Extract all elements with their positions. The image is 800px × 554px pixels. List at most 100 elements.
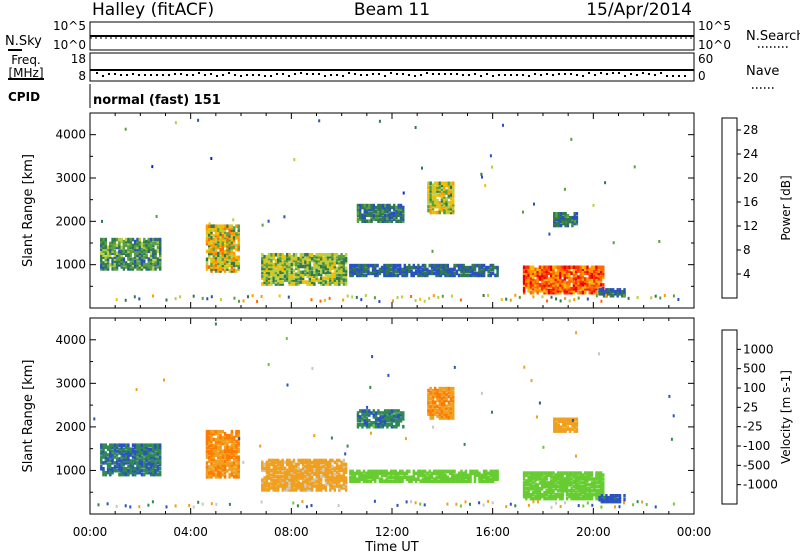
- echo-cell: [297, 266, 300, 271]
- echo-cell: [228, 465, 231, 469]
- echo-cell: [361, 409, 364, 413]
- echo-cell: [283, 472, 287, 476]
- echo-cell: [527, 475, 530, 479]
- echo-cell: [438, 208, 441, 213]
- echo-cell: [263, 484, 266, 488]
- echo-cell: [429, 400, 432, 405]
- echo-cell: [543, 269, 546, 273]
- echo-cell: [149, 467, 153, 471]
- echo-cell: [614, 505, 616, 509]
- echo-cell: [541, 275, 544, 279]
- echo-cell: [417, 271, 420, 276]
- echo-cell: [140, 461, 144, 465]
- echo-cell: [143, 245, 146, 250]
- echo-cell: [575, 454, 577, 458]
- echo-cell: [353, 265, 357, 270]
- echo-cell: [531, 273, 535, 277]
- echo-cell: [115, 265, 119, 269]
- echo-cell: [577, 475, 580, 479]
- echo-cell: [487, 499, 490, 503]
- echo-cell: [228, 437, 231, 442]
- echo-cell: [482, 271, 486, 276]
- echo-cell: [324, 482, 327, 486]
- echo-cell: [326, 472, 330, 476]
- echo-cell: [230, 269, 234, 273]
- echo-cell: [451, 471, 454, 476]
- echo-cell: [125, 243, 128, 248]
- echo-cell: [304, 458, 307, 463]
- echo-cell: [529, 485, 533, 489]
- echo-cell: [421, 477, 425, 481]
- echo-cell: [214, 251, 218, 256]
- echo-cell: [489, 154, 492, 158]
- echo-cell: [281, 480, 284, 484]
- echo-cell: [317, 254, 321, 259]
- echo-cell: [301, 500, 304, 504]
- echo-cell: [115, 459, 119, 463]
- echo-cell: [562, 427, 565, 431]
- echo-cell: [277, 462, 280, 467]
- echo-cell: [279, 470, 282, 474]
- echo-cell: [575, 267, 578, 272]
- echo-cell: [393, 217, 396, 221]
- echo-cell: [464, 500, 467, 504]
- echo-cell: [554, 275, 557, 279]
- echo-cell: [550, 492, 553, 497]
- echo-cell: [228, 463, 231, 467]
- echo-cell: [228, 457, 231, 461]
- echo-cell: [235, 259, 238, 264]
- echo-cell: [390, 271, 393, 276]
- echo-cell: [554, 492, 557, 497]
- echo-cell: [230, 449, 234, 454]
- echo-cell: [550, 271, 553, 275]
- echo-cell: [399, 417, 403, 421]
- echo-cell: [205, 226, 209, 230]
- echo-cell: [559, 277, 562, 281]
- echo-cell: [100, 457, 103, 461]
- echo-cell: [111, 267, 114, 271]
- echo-cell: [595, 283, 598, 287]
- echo-cell: [118, 447, 121, 451]
- nave-point: [102, 75, 104, 77]
- echo-cell: [609, 499, 613, 504]
- echo-cell: [102, 241, 105, 246]
- echo-cell: [579, 481, 582, 485]
- echo-cell: [543, 277, 546, 281]
- echo-cell: [378, 300, 381, 303]
- echo-cell: [214, 230, 218, 234]
- echo-cell: [152, 465, 155, 469]
- echo-cell: [514, 504, 517, 508]
- echo-cell: [426, 477, 429, 481]
- echo-cell: [263, 466, 266, 471]
- echo-cell: [564, 214, 567, 218]
- echo-cell: [590, 494, 594, 499]
- echo-cell: [230, 447, 234, 452]
- echo-cell: [115, 263, 119, 267]
- echo-cell: [149, 459, 153, 463]
- echo-cell: [435, 471, 438, 476]
- echo-cell: [331, 472, 334, 476]
- echo-cell: [527, 479, 530, 483]
- echo-cell: [219, 463, 222, 467]
- echo-cell: [212, 465, 215, 469]
- echo-cell: [340, 256, 343, 261]
- echo-cell: [295, 468, 298, 473]
- echo-cell: [487, 471, 490, 476]
- echo-cell: [562, 212, 565, 216]
- echo-cell: [320, 484, 323, 488]
- echo-cell: [288, 478, 291, 482]
- echo-cell: [525, 285, 528, 289]
- echo-cell: [568, 279, 571, 283]
- echo-cell: [292, 258, 296, 263]
- echo-cell: [395, 209, 398, 214]
- echo-cell: [554, 496, 557, 501]
- echo-cell: [439, 471, 443, 476]
- echo-cell: [566, 214, 570, 218]
- echo-region: [349, 469, 499, 483]
- echo-cell: [212, 234, 215, 238]
- echo-cell: [326, 260, 330, 265]
- echo-cell: [127, 457, 130, 461]
- echo-cell: [414, 477, 418, 481]
- echo-cell: [349, 479, 352, 483]
- echo-cell: [122, 247, 126, 252]
